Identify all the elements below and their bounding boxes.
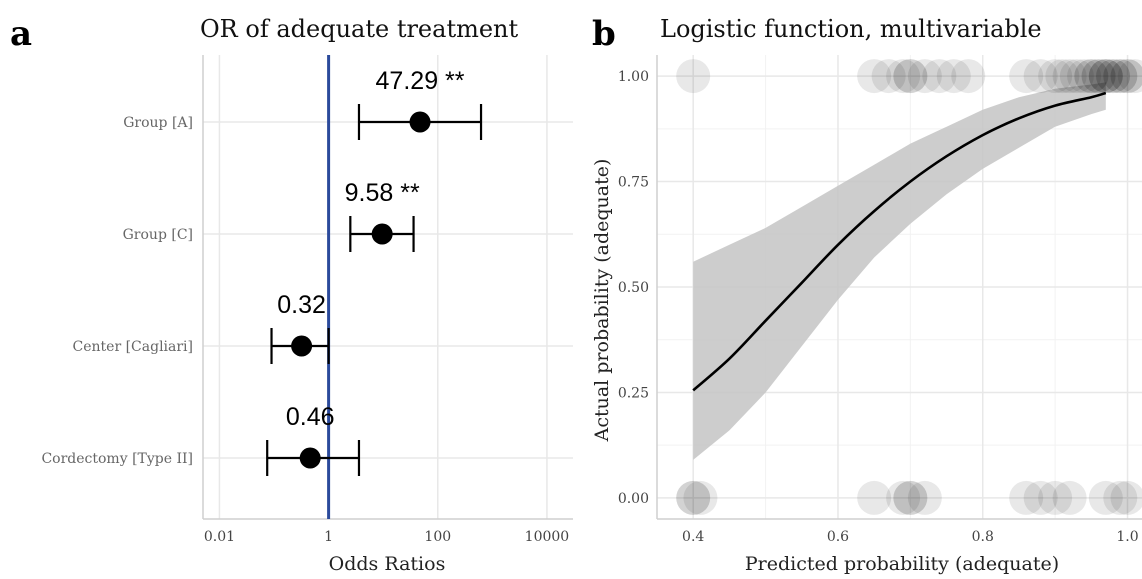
data-point-adequate xyxy=(1117,59,1142,94)
data-point-adequate xyxy=(1038,59,1073,94)
estimate-label: 0.46 xyxy=(286,403,335,431)
term-label: Center [Cagliari] xyxy=(73,339,193,355)
x-tick-label: 10000 xyxy=(525,529,570,545)
data-point-adequate xyxy=(1009,59,1044,94)
data-point-inadequate xyxy=(1110,480,1142,515)
estimate-point xyxy=(291,335,313,357)
data-point-adequate xyxy=(1103,59,1138,94)
x-tick-label: 1 xyxy=(324,529,333,545)
data-point-adequate xyxy=(936,59,971,94)
data-point-adequate xyxy=(1074,59,1109,94)
data-point-inadequate xyxy=(1103,480,1138,515)
forest-plot: 0.01 1 100 10000 Group [A] Group [C] Center [C… xyxy=(41,55,573,545)
data-point-adequate xyxy=(1088,59,1123,94)
data-point-inadequate xyxy=(893,480,928,515)
data-point-adequate xyxy=(1074,59,1109,94)
data-point-adequate xyxy=(1110,59,1142,94)
data-point-inadequate xyxy=(676,480,711,515)
data-point-inadequate xyxy=(683,480,718,515)
panel-letter-b: b xyxy=(592,14,616,54)
data-point-adequate xyxy=(1103,59,1138,94)
data-point-adequate xyxy=(1096,59,1131,94)
y-tick-label: 0.00 xyxy=(618,491,649,507)
data-point-adequate xyxy=(1059,59,1094,94)
data-point-adequate xyxy=(1045,59,1080,94)
estimate-point xyxy=(409,111,431,133)
panel-a-title: OR of adequate treatment xyxy=(200,15,519,43)
data-point-inadequate xyxy=(1088,480,1123,515)
data-point-adequate xyxy=(871,59,906,94)
data-point-adequate xyxy=(893,59,928,94)
data-point-adequate xyxy=(1081,59,1116,94)
data-point-adequate xyxy=(1110,59,1142,94)
x-tick-label: 0.01 xyxy=(204,529,235,545)
data-point-inadequate xyxy=(907,480,942,515)
x-tick-label: 0.4 xyxy=(682,529,704,545)
x-tick-label: 1.0 xyxy=(1116,529,1138,545)
data-point-inadequate xyxy=(1052,480,1087,515)
data-point-adequate xyxy=(951,59,986,94)
logistic-plot: 0.4 0.6 0.8 1.0 0.00 0.25 0.50 0.75 1.00 xyxy=(618,55,1142,545)
data-point-adequate xyxy=(1067,59,1102,94)
panel-a-xlabel: Odds Ratios xyxy=(329,553,446,575)
data-point-adequate xyxy=(676,59,711,94)
y-tick-label: 0.75 xyxy=(618,175,649,191)
panel-b-xlabel: Predicted probability (adequate) xyxy=(745,553,1059,575)
data-point-adequate xyxy=(1088,59,1123,94)
estimate-label: 0.32 xyxy=(277,291,326,319)
panel-b-ylabel: Actual probability (adequate) xyxy=(591,159,613,443)
panel-b-title: Logistic function, multivariable xyxy=(660,15,1042,43)
data-point-adequate xyxy=(907,59,942,94)
estimate-label: 47.29 ** xyxy=(376,67,465,95)
term-label: Cordectomy [Type II] xyxy=(41,451,193,467)
x-tick-label: 0.8 xyxy=(972,529,994,545)
data-point-inadequate xyxy=(857,480,892,515)
y-tick-label: 0.50 xyxy=(618,280,649,296)
data-point-adequate xyxy=(1088,59,1123,94)
data-point-adequate xyxy=(1023,59,1058,94)
x-tick-label: 0.6 xyxy=(827,529,849,545)
data-point-inadequate xyxy=(676,480,711,515)
estimate-point xyxy=(299,447,321,469)
estimate-label: 9.58 ** xyxy=(345,179,420,207)
data-point-adequate xyxy=(886,59,921,94)
term-label: Group [C] xyxy=(123,227,193,243)
data-point-adequate xyxy=(893,59,928,94)
data-point-inadequate xyxy=(1009,480,1044,515)
data-point-inadequate xyxy=(1038,480,1073,515)
data-point-adequate xyxy=(1052,59,1087,94)
data-point-adequate xyxy=(922,59,957,94)
confidence-ribbon xyxy=(693,82,1106,460)
estimate-point xyxy=(371,223,393,245)
data-point-inadequate xyxy=(893,480,928,515)
data-point-inadequate xyxy=(886,480,921,515)
data-point-adequate xyxy=(1096,59,1131,94)
data-point-adequate xyxy=(1081,59,1116,94)
fitted-curve xyxy=(692,91,1107,392)
y-tick-label: 0.25 xyxy=(618,385,649,401)
panel-letter-a: a xyxy=(10,14,32,54)
data-point-inadequate xyxy=(1023,480,1058,515)
term-label: Group [A] xyxy=(123,115,193,131)
y-tick-label: 1.00 xyxy=(618,69,649,85)
x-tick-label: 100 xyxy=(424,529,451,545)
data-point-adequate xyxy=(857,59,892,94)
